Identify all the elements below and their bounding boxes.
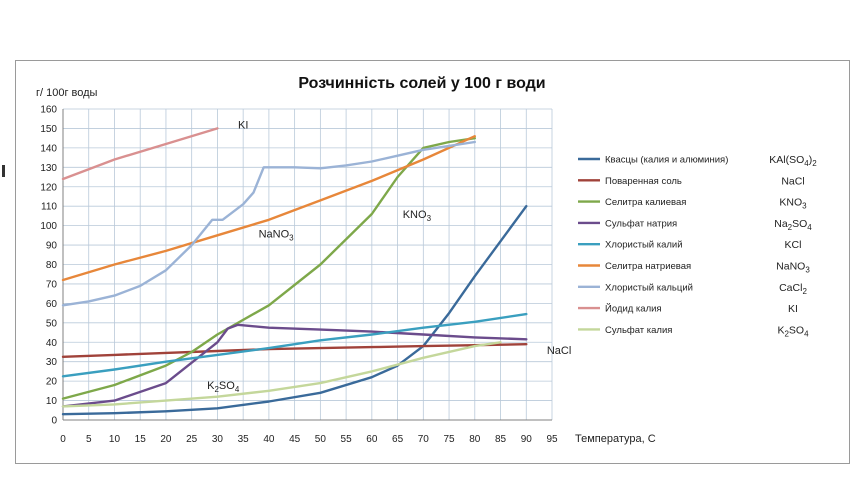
y-tick-label: 50 [46,318,58,329]
legend-label: Йодид калия [605,303,662,315]
y-tick-label: 60 [46,299,58,310]
series-lines [61,127,528,416]
x-tick-label: 90 [521,434,533,445]
x-axis-title: Температура, С [575,433,656,445]
x-tick-label: 85 [495,434,507,445]
legend-formula: NaNO3​ [776,261,810,275]
y-tick-label: 140 [40,143,57,154]
legend-label: Хлористый кальций [605,282,693,293]
grid-lines [62,108,553,421]
y-tick-label: 160 [40,105,57,116]
curve-label-k2so4: K2​SO4​ [207,380,240,394]
curve-label-nano3: NaNO3​ [259,228,295,242]
curve-label-ki: KI [238,119,248,131]
y-tick-label: 120 [40,182,57,193]
legend-formula: CaCl2​ [779,282,807,296]
legend-formula: KI [788,303,798,315]
y-tick-label: 40 [46,338,58,349]
legend-formula: NaCl [781,175,804,187]
x-tick-label: 65 [392,434,404,445]
x-tick-label: 95 [546,434,558,445]
legend-formula: KNO3​ [779,197,807,211]
legend: Квасцы (калия и алюминия) KAl(SO4​)2​ Пова… [578,154,817,338]
y-tick-label: 130 [40,163,57,174]
x-tick-label: 45 [289,434,301,445]
legend-formula: Na2​SO4​ [774,218,812,232]
legend-label: Хлористый калий [605,240,683,251]
y-tick-label: 100 [40,221,57,232]
x-tick-label: 20 [160,434,172,445]
chart-frame: Розчинність солей у 100 г води г/ 100г в… [15,60,850,464]
legend-formula: KCl [785,239,802,251]
solubility-chart: Розчинність солей у 100 г води г/ 100г в… [36,75,817,446]
x-tick-label: 25 [186,434,198,445]
y-tick-label: 70 [46,279,58,290]
series-line-na2so4 [61,323,528,408]
legend-label: Сульфат натрия [605,218,677,229]
left-margin-mark [2,165,5,177]
series-line-nano3 [61,135,476,282]
tick-labels: 0102030405060708090100110120130140150160… [40,105,558,446]
y-tick-label: 10 [46,396,58,407]
y-tick-label: 150 [40,124,57,135]
y-tick-label: 90 [46,241,58,252]
legend-label: Селитра калиевая [605,197,686,208]
legend-formula: KAl(SO4​)2​ [769,154,817,168]
curve-label-kno3: KNO3​ [403,209,432,223]
x-tick-label: 10 [109,434,121,445]
series-line-kno3 [61,137,476,400]
x-tick-label: 5 [86,434,92,445]
legend-label: Поваренная соль [605,176,682,187]
axes [62,109,552,421]
legend-label: Сульфат калия [605,325,672,336]
y-tick-label: 20 [46,377,58,388]
x-tick-label: 75 [443,434,455,445]
y-tick-label: 80 [46,260,58,271]
x-tick-label: 35 [238,434,250,445]
x-tick-label: 40 [263,434,275,445]
y-tick-label: 30 [46,357,58,368]
series-line-kcl [61,312,528,378]
series-line-nacl [61,343,528,358]
x-tick-label: 15 [135,434,147,445]
x-tick-label: 60 [366,434,378,445]
series-line-cacl2 [61,140,476,307]
x-tick-label: 55 [341,434,353,445]
x-tick-label: 30 [212,434,224,445]
x-tick-label: 50 [315,434,327,445]
series-line-kal(so4)2 [61,205,528,416]
x-tick-label: 80 [469,434,481,445]
x-tick-label: 70 [418,434,430,445]
legend-formula: K2​SO4​ [777,324,809,338]
series-line-k2so4 [61,341,502,408]
legend-label: Квасцы (калия и алюминия) [605,155,728,166]
y-tick-label: 110 [41,202,57,213]
y-axis-title: г/ 100г воды [36,87,98,99]
curve-label-nacl: NaCl [547,345,571,357]
chart-title: Розчинність солей у 100 г води [298,75,545,92]
x-tick-label: 0 [60,434,66,445]
legend-label: Селитра натриевая [605,261,691,272]
y-tick-label: 0 [51,416,57,427]
curve-labels: KI NaNO3​ KNO3​ K2​SO4​ NaCl [207,119,571,393]
series-line-ki [61,127,219,181]
